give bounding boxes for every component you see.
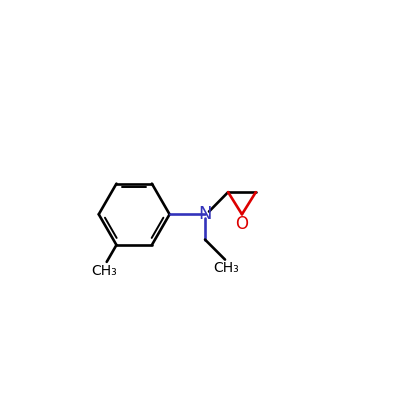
Text: CH₃: CH₃	[91, 264, 116, 278]
Text: O: O	[236, 214, 248, 232]
Text: N: N	[198, 205, 212, 223]
Text: CH₃: CH₃	[213, 261, 238, 275]
